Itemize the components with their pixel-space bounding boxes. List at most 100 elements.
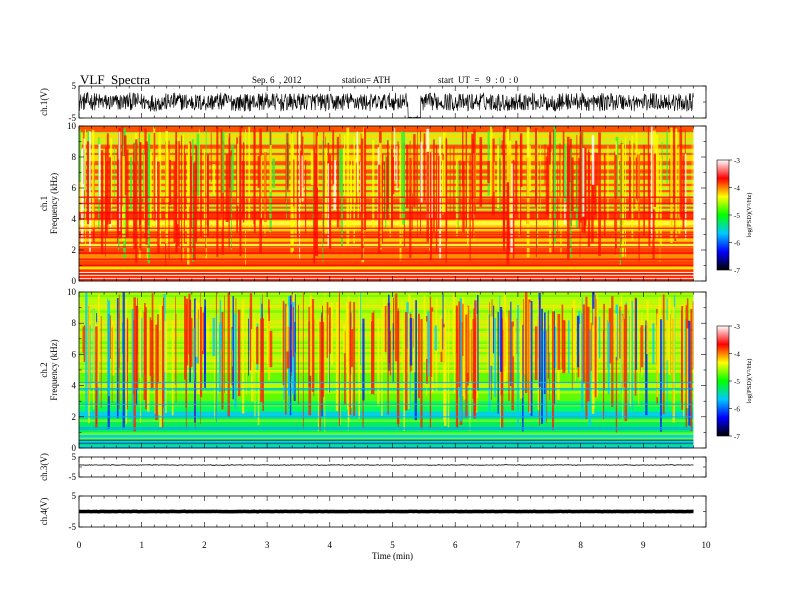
- heatmap-streak: [445, 137, 447, 263]
- heatmap-streak: [403, 325, 405, 431]
- heatmap-streak: [183, 145, 185, 244]
- heatmap-streak: [194, 315, 196, 429]
- heatmap-streak: [184, 296, 186, 380]
- y-axis-label: ch.4(V): [39, 498, 49, 526]
- heatmap-streak: [624, 304, 628, 422]
- heatmap-band: [79, 442, 694, 446]
- heatmap-streak: [268, 321, 271, 381]
- heatmap-band: [79, 132, 694, 135]
- heatmap-streak: [579, 323, 582, 381]
- heatmap-streak: [437, 155, 440, 229]
- heatmap-streak: [131, 309, 134, 424]
- heatmap-streak: [541, 308, 543, 424]
- heatmap-streak: [161, 305, 164, 428]
- heatmap-streak: [256, 326, 259, 365]
- heatmap-streak: [118, 294, 120, 368]
- heatmap-band: [79, 297, 694, 301]
- heatmap-streak: [290, 133, 293, 254]
- heatmap-streak: [85, 292, 88, 418]
- heatmap-streak: [281, 330, 283, 365]
- heatmap-streak: [686, 328, 689, 409]
- heatmap-streak: [122, 292, 125, 429]
- heatmap-band: [79, 302, 694, 306]
- y-tick-label: 5: [72, 452, 77, 462]
- heatmap-streak: [656, 325, 658, 371]
- heatmap-streak: [317, 318, 319, 432]
- heatmap-streak: [227, 292, 230, 418]
- x-tick-label: 10: [702, 540, 712, 550]
- heatmap-streak: [190, 155, 193, 228]
- heatmap-band: [79, 424, 694, 428]
- y-tick-label: 0: [72, 443, 77, 453]
- heatmap-streak: [427, 311, 430, 377]
- heatmap-streak: [335, 301, 339, 411]
- heatmap-streak: [107, 298, 108, 381]
- colorbar-tick-label: -7: [734, 267, 740, 275]
- heatmap-empty: [693, 292, 706, 448]
- heatmap-streak: [328, 307, 332, 354]
- heatmap-band: [79, 294, 694, 298]
- heatmap-streak: [607, 145, 609, 226]
- heatmap-streak: [404, 312, 408, 411]
- heatmap-streak: [549, 134, 551, 194]
- heatmap-streak: [308, 306, 312, 416]
- heatmap-streak: [124, 135, 127, 195]
- heatmap-streak: [381, 323, 383, 365]
- heatmap-streak: [648, 154, 651, 247]
- heatmap-streak: [409, 318, 413, 366]
- heatmap-streak: [666, 130, 668, 184]
- heatmap-streak: [672, 126, 676, 204]
- heatmap-streak: [559, 143, 561, 197]
- heatmap-streak: [145, 141, 148, 245]
- heatmap-streak: [549, 164, 552, 253]
- heatmap-streak: [608, 308, 612, 364]
- heatmap-streak: [313, 147, 316, 264]
- heatmap-band: [79, 239, 694, 243]
- heatmap-streak: [202, 312, 205, 355]
- heatmap-streak: [401, 300, 403, 372]
- heatmap-streak: [635, 157, 638, 199]
- y-tick-label: -5: [69, 472, 77, 482]
- heatmap-streak: [480, 147, 482, 197]
- ch1-spectrogram-panel: 0 2 4 6 8 10 ch.1 Frequency (kHz): [39, 121, 707, 286]
- heatmap-streak: [147, 133, 151, 264]
- heatmap-streak: [416, 147, 418, 206]
- ch3-waveform-panel: 5 -5 ch.3(V): [39, 452, 707, 482]
- heatmap-streak: [385, 155, 387, 228]
- heatmap-streak: [154, 156, 158, 211]
- heatmap-streak: [653, 153, 656, 207]
- heatmap-streak: [562, 320, 565, 374]
- heatmap-streak: [140, 312, 141, 423]
- heatmap-streak: [469, 154, 471, 261]
- heatmap-streak: [535, 161, 537, 258]
- heatmap-streak: [590, 322, 592, 372]
- y-tick-label: 4: [72, 381, 77, 391]
- heatmap-streak: [638, 304, 640, 406]
- heatmap-streak: [598, 132, 601, 257]
- heatmap-streak: [622, 313, 624, 388]
- heatmap-streak: [323, 160, 325, 203]
- heatmap-streak: [587, 152, 591, 247]
- plot-title: VLF Spectra: [80, 72, 151, 87]
- heatmap-streak: [384, 305, 387, 352]
- heatmap-streak: [126, 149, 129, 238]
- heatmap-streak: [596, 293, 598, 398]
- heatmap-streak: [353, 302, 356, 416]
- heatmap-streak: [660, 158, 662, 246]
- heatmap-band: [79, 243, 694, 247]
- heatmap-streak: [611, 296, 614, 407]
- heatmap-streak: [669, 158, 671, 206]
- heatmap-streak: [326, 302, 329, 358]
- heatmap-streak: [506, 128, 510, 183]
- heatmap-streak: [568, 320, 570, 374]
- heatmap-band: [79, 401, 694, 405]
- heatmap-streak: [620, 315, 623, 365]
- heatmap-streak: [239, 135, 242, 236]
- heatmap-streak: [200, 307, 203, 398]
- heatmap-streak: [105, 154, 106, 257]
- heatmap-streak: [108, 300, 111, 397]
- heatmap-streak: [399, 144, 402, 261]
- heatmap-streak: [418, 313, 420, 399]
- heatmap-streak: [620, 310, 622, 394]
- heatmap-streak: [553, 126, 556, 244]
